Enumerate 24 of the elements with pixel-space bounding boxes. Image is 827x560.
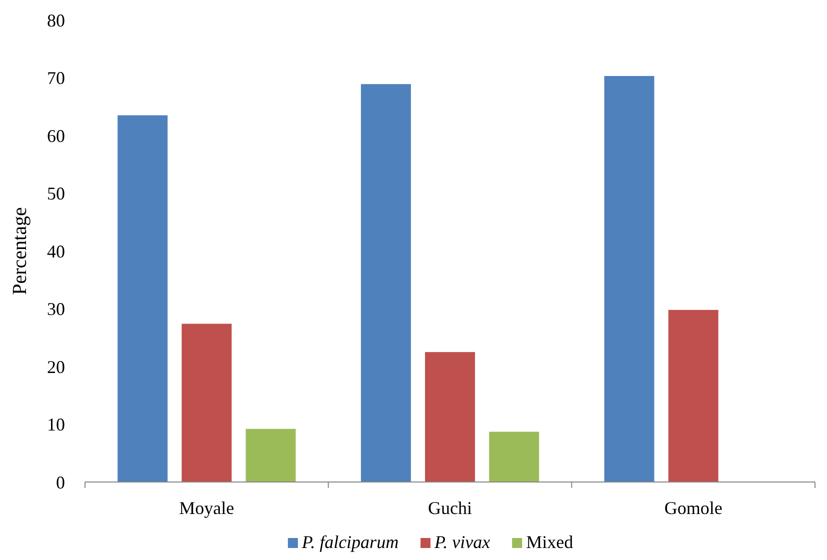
legend-label: Mixed bbox=[526, 532, 574, 552]
y-tick-label: 30 bbox=[47, 299, 65, 320]
y-tick-label: 60 bbox=[47, 126, 65, 146]
bar bbox=[489, 432, 540, 482]
bar bbox=[182, 324, 232, 482]
bar bbox=[246, 428, 296, 482]
x-tick-label: Moyale bbox=[179, 498, 234, 518]
y-tick-label: 20 bbox=[47, 356, 65, 377]
x-tick-label: Gomole bbox=[664, 498, 722, 518]
bar bbox=[360, 84, 411, 482]
y-tick-label: 50 bbox=[47, 184, 65, 204]
y-axis-title: Percentage bbox=[9, 207, 31, 295]
y-tick-label: 80 bbox=[47, 10, 65, 30]
legend-label: P. falciparum bbox=[300, 532, 399, 552]
x-tick-label: Guchi bbox=[428, 498, 472, 518]
bar bbox=[118, 115, 168, 482]
bar bbox=[668, 310, 718, 482]
y-tick-label: 70 bbox=[47, 68, 65, 88]
y-tick-label: 10 bbox=[47, 414, 65, 435]
legend-label: P. vivax bbox=[434, 532, 490, 552]
y-tick-label: 0 bbox=[56, 472, 65, 492]
bar bbox=[425, 352, 475, 482]
y-tick-label: 40 bbox=[47, 241, 65, 262]
bar bbox=[604, 76, 654, 482]
